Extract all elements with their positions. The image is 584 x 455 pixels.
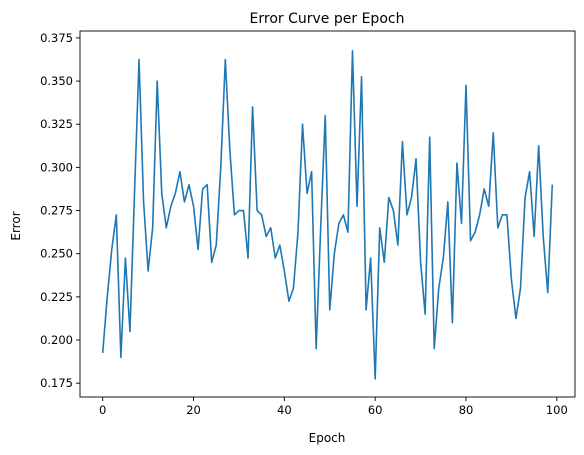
y-tick-label: 0.225 (40, 290, 73, 304)
series-line (101, 50, 554, 380)
x-axis-label: Epoch (309, 431, 346, 445)
x-tick-label: 20 (186, 403, 201, 417)
x-tick-label: 100 (546, 403, 568, 417)
y-tick-label: 0.200 (40, 333, 73, 347)
y-tick-label: 0.325 (40, 117, 73, 131)
axes-frame (79, 30, 576, 398)
y-tick-label: 0.350 (40, 74, 73, 88)
y-tick-label: 0.175 (40, 376, 73, 390)
y-axis-label: Error (9, 211, 23, 240)
chart-title: Error Curve per Epoch (250, 11, 405, 27)
x-tick-label: 0 (99, 403, 106, 417)
y-tick-label: 0.300 (40, 160, 73, 174)
y-tick-label: 0.275 (40, 204, 73, 218)
x-tick-label: 60 (368, 403, 383, 417)
x-tick-label: 80 (459, 403, 474, 417)
plot-area: 0 20 40 60 80 100 0.175 0.200 0.225 0.250 0.275 0.3… (40, 30, 576, 417)
x-tick-label: 40 (277, 403, 292, 417)
y-tick-label: 0.375 (40, 31, 73, 45)
y-tick-label: 0.250 (40, 247, 73, 261)
